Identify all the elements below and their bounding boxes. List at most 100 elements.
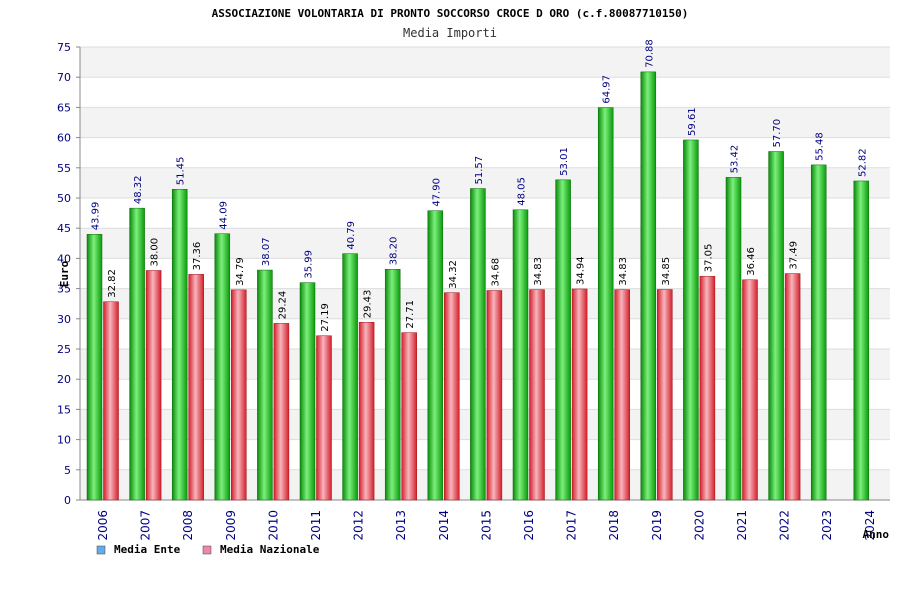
data-label: 70.88 xyxy=(644,39,655,68)
y-tick-label: 20 xyxy=(57,373,71,386)
x-tick-label: 2008 xyxy=(181,510,195,541)
bar-media-ente-2007 xyxy=(129,207,145,501)
y-tick-label: 75 xyxy=(57,41,71,54)
bar-media-ente-2022 xyxy=(768,151,784,501)
x-tick-label: 2018 xyxy=(607,510,621,541)
data-label: 29.24 xyxy=(277,291,288,320)
x-tick-label: 2017 xyxy=(565,510,579,541)
data-label: 40.79 xyxy=(346,221,357,250)
data-label: 55.48 xyxy=(815,132,826,161)
legend-label-media-nazionale: Media Nazionale xyxy=(220,543,320,556)
x-tick-label: 2015 xyxy=(479,510,493,541)
data-label: 37.49 xyxy=(789,241,800,270)
bar-media-nazionale-2009 xyxy=(231,289,247,501)
bar-media-nazionale-2012 xyxy=(358,321,375,501)
bar-media-nazionale-2020 xyxy=(699,275,716,501)
y-tick-label: 40 xyxy=(57,252,71,265)
y-tick-label: 15 xyxy=(57,403,71,416)
data-label: 57.70 xyxy=(772,119,783,148)
data-label: 32.82 xyxy=(107,269,118,298)
x-tick-label: 2014 xyxy=(437,510,451,541)
data-label: 34.32 xyxy=(448,260,459,289)
data-label: 59.61 xyxy=(687,107,698,136)
data-label: 44.09 xyxy=(218,201,229,230)
bar-media-nazionale-2021 xyxy=(742,279,758,501)
data-label: 52.82 xyxy=(857,148,868,177)
data-label: 38.07 xyxy=(261,237,272,266)
grid-band xyxy=(80,77,890,108)
legend-swatch-media-nazionale xyxy=(202,545,212,555)
data-labels: 43.99 32.82 48.32 38.00 51.45 37.36 44.09 34.79… xyxy=(91,39,869,332)
bar-media-ente-2009 xyxy=(214,233,231,501)
bar-media-ente-2013 xyxy=(384,269,401,501)
bar-media-ente-2017 xyxy=(555,179,571,501)
x-axis-label: Anno xyxy=(863,528,890,541)
data-label: 36.46 xyxy=(746,247,757,276)
bar-media-ente-2011 xyxy=(299,282,316,501)
bar-media-nazionale-2008 xyxy=(188,274,204,501)
bar-media-nazionale-2016 xyxy=(529,289,545,501)
x-tick-label: 2019 xyxy=(650,510,664,541)
grid-band xyxy=(80,137,890,168)
data-label: 35.99 xyxy=(304,250,315,279)
y-tick-label: 10 xyxy=(57,434,71,447)
data-label: 34.68 xyxy=(490,258,501,287)
bar-media-nazionale-2011 xyxy=(316,335,332,501)
data-label: 51.57 xyxy=(474,156,485,185)
legend-label-media-ente: Media Ente xyxy=(114,543,181,556)
y-tick-label: 60 xyxy=(57,132,71,145)
bar-media-ente-2019 xyxy=(640,71,657,501)
x-tick-label: 2016 xyxy=(522,510,536,541)
bar-media-nazionale-2022 xyxy=(784,273,801,501)
y-tick-label: 50 xyxy=(57,192,71,205)
chart-subtitle: Media Importi xyxy=(403,26,497,40)
bar-media-ente-2020 xyxy=(683,139,699,501)
bar-media-nazionale-2015 xyxy=(486,290,503,501)
x-tick-label: 2011 xyxy=(309,510,323,541)
x-tick-label: 2013 xyxy=(394,510,408,541)
bar-media-nazionale-2010 xyxy=(273,323,290,501)
bar-media-ente-2023 xyxy=(810,164,827,501)
data-label: 34.85 xyxy=(661,257,672,286)
bar-media-ente-2012 xyxy=(342,253,358,501)
bar-media-nazionale-2019 xyxy=(657,289,673,501)
bar-media-nazionale-2007 xyxy=(145,270,162,501)
y-tick-label: 0 xyxy=(64,494,71,507)
y-tick-label: 35 xyxy=(57,283,71,296)
x-tick-label: 2024 xyxy=(863,510,877,541)
data-label: 64.97 xyxy=(602,75,613,104)
x-tick-label: 2022 xyxy=(778,510,792,541)
bar-media-ente-2018 xyxy=(597,107,614,501)
data-label: 29.43 xyxy=(363,290,374,319)
bar-media-ente-2006 xyxy=(86,234,103,501)
x-tick-label: 2020 xyxy=(692,510,706,541)
x-tick-label: 2023 xyxy=(820,510,834,541)
data-label: 34.94 xyxy=(576,256,587,285)
x-axis-ticks: 2006 2007 2008 2009 2010 2011 2012 2013 2014 2015… xyxy=(96,510,877,541)
bar-media-ente-2016 xyxy=(512,209,529,501)
data-label: 48.32 xyxy=(133,176,144,205)
grid-band xyxy=(80,47,890,78)
bar-media-nazionale-2006 xyxy=(103,301,119,501)
bar-media-nazionale-2018 xyxy=(614,289,630,501)
bar-media-ente-2010 xyxy=(257,269,273,501)
data-label: 38.20 xyxy=(389,237,400,266)
y-tick-label: 70 xyxy=(57,71,71,84)
data-label: 48.05 xyxy=(517,177,528,206)
y-tick-label: 25 xyxy=(57,343,71,356)
bar-media-nazionale-2014 xyxy=(444,292,460,501)
data-label: 43.99 xyxy=(91,202,102,231)
y-tick-label: 30 xyxy=(57,313,71,326)
x-tick-label: 2009 xyxy=(224,510,238,541)
legend: Media Ente Media Nazionale xyxy=(96,543,320,556)
bar-media-ente-2021 xyxy=(725,177,742,501)
data-label: 53.42 xyxy=(730,145,741,174)
bars xyxy=(86,71,870,501)
bar-media-ente-2015 xyxy=(470,188,486,501)
data-label: 51.45 xyxy=(176,157,187,186)
x-tick-label: 2006 xyxy=(96,510,110,541)
x-tick-label: 2012 xyxy=(352,510,366,541)
y-tick-label: 5 xyxy=(64,464,71,477)
x-tick-label: 2010 xyxy=(266,510,280,541)
